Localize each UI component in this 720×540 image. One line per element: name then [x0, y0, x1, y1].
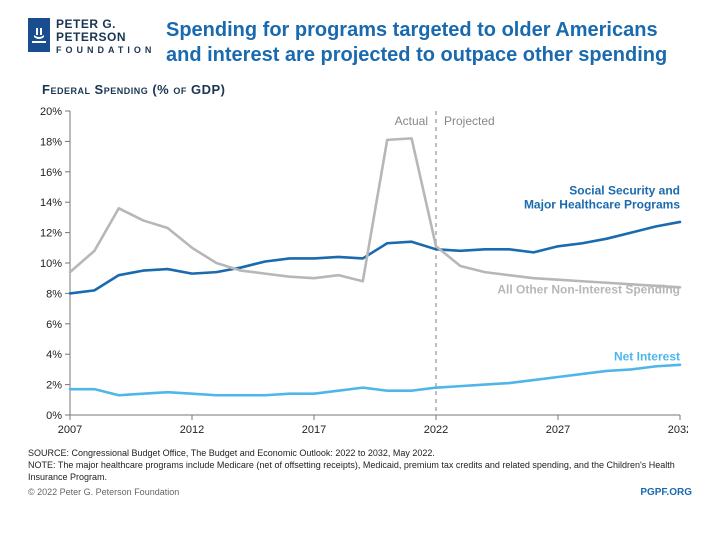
svg-text:Net Interest: Net Interest — [614, 349, 680, 363]
line-chart: 0% 2% 4% 6% 8% 10% 12% 14% 16% 18% 20% 2007 2012 2017… — [28, 103, 688, 443]
svg-text:2017: 2017 — [302, 424, 326, 436]
logo-tag: FOUNDATION — [56, 45, 155, 55]
svg-text:Projected: Projected — [444, 114, 495, 128]
svg-text:2007: 2007 — [58, 424, 82, 436]
svg-text:Major Healthcare Programs: Major Healthcare Programs — [524, 197, 680, 211]
svg-text:2%: 2% — [46, 380, 62, 392]
note-line: NOTE: The major healthcare programs incl… — [28, 459, 692, 483]
svg-text:0%: 0% — [46, 410, 62, 422]
copyright: © 2022 Peter G. Peterson Foundation — [28, 487, 179, 498]
svg-text:2022: 2022 — [424, 424, 448, 436]
page-title: Spending for programs targeted to older … — [166, 18, 692, 68]
svg-text:2012: 2012 — [180, 424, 204, 436]
logo: PETER G. PETERSON FOUNDATION — [28, 18, 148, 55]
svg-text:8%: 8% — [46, 288, 62, 300]
svg-text:18%: 18% — [40, 136, 62, 148]
svg-text:12%: 12% — [40, 228, 62, 240]
svg-text:Social Security and: Social Security and — [569, 183, 680, 197]
svg-text:10%: 10% — [40, 258, 62, 270]
svg-text:20%: 20% — [40, 106, 62, 118]
svg-text:6%: 6% — [46, 319, 62, 331]
footnotes: SOURCE: Congressional Budget Office, The… — [28, 447, 692, 483]
svg-text:4%: 4% — [46, 349, 62, 361]
svg-text:16%: 16% — [40, 167, 62, 179]
svg-text:2032: 2032 — [668, 424, 688, 436]
svg-text:Actual: Actual — [395, 114, 428, 128]
source-line: SOURCE: Congressional Budget Office, The… — [28, 447, 692, 459]
chart-subtitle: Federal Spending (% of GDP) — [42, 82, 692, 97]
svg-text:14%: 14% — [40, 197, 62, 209]
svg-text:2027: 2027 — [546, 424, 570, 436]
footer-link: PGPF.ORG — [640, 487, 692, 498]
svg-text:All Other Non-Interest Spendin: All Other Non-Interest Spending — [497, 282, 680, 296]
logo-name-line2: PETERSON — [56, 31, 155, 44]
logo-mark-icon — [28, 18, 50, 52]
